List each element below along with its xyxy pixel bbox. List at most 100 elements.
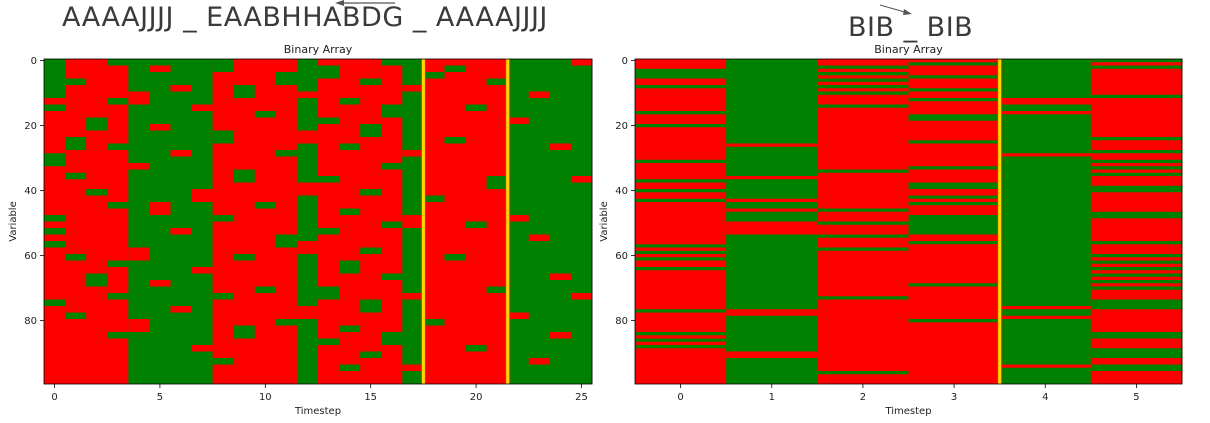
cell-run-14-1 [339, 143, 361, 150]
cell-run-10-1 [254, 202, 277, 209]
x-tick-label-5: 5 [1133, 392, 1139, 403]
cell-run-13-2 [318, 176, 340, 183]
plot-frame [634, 58, 1183, 385]
cell-run-4-4 [999, 315, 1092, 319]
cell-run-3-1 [908, 75, 1001, 79]
cell-column-3 [107, 59, 129, 384]
cell-run-2-7 [817, 208, 909, 212]
cell-run-18-2 [423, 319, 445, 326]
cell-run-4-3 [128, 319, 150, 332]
cell-run-16-2 [381, 163, 403, 170]
x-axis-label: Timestep [294, 406, 341, 417]
cell-run-5-15 [1090, 280, 1183, 284]
x-tick-label-10: 10 [259, 392, 272, 403]
cell-run-3-3 [107, 202, 129, 209]
cell-column-13 [318, 59, 340, 384]
chart-title: Binary Array [284, 43, 353, 56]
x-tick-label-25: 25 [575, 392, 588, 403]
cell-run-0-4 [44, 228, 66, 235]
cell-run-1-2 [65, 172, 87, 180]
cell-run-4-0 [999, 98, 1092, 105]
cell-column-7 [191, 59, 214, 384]
cell-run-2-2 [817, 78, 909, 82]
cell-run-5-8 [1090, 185, 1183, 193]
cell-run-16-5 [381, 332, 403, 345]
cell-run-3-12 [908, 283, 1001, 287]
cell-run-3-10 [908, 215, 1001, 235]
cell-run-16-1 [381, 104, 403, 118]
cell-run-5-4 [1090, 150, 1183, 154]
cell-run-14-2 [339, 208, 361, 215]
cell-run-9-2 [233, 254, 256, 261]
cell-run-17-2 [402, 215, 424, 228]
cell-run-3-5 [107, 293, 129, 300]
cell-run-1-5 [726, 309, 818, 316]
cell-run-3-6 [107, 332, 129, 339]
cell-run-1-4 [65, 312, 87, 319]
chart-title: Binary Array [874, 43, 943, 56]
y-tick-label-40: 40 [24, 186, 37, 197]
y-tick-label-80: 80 [615, 316, 628, 327]
bottom-crop-strip [0, 418, 1210, 423]
cell-run-1-0 [726, 143, 818, 147]
cell-run-1-0 [65, 78, 87, 85]
x-tick-label-4: 4 [1042, 392, 1048, 403]
cell-run-12-1 [296, 130, 319, 144]
cell-run-0-0 [635, 68, 727, 79]
cell-run-2-3 [817, 85, 909, 89]
x-tick-label-1: 1 [769, 392, 775, 403]
cell-run-5-10 [1090, 241, 1183, 245]
cell-run-21-2 [486, 286, 509, 293]
cell-run-11-3 [275, 319, 298, 326]
cell-run-2-6 [817, 169, 909, 173]
cell-run-1-6 [726, 351, 818, 358]
cell-run-14-4 [339, 325, 361, 332]
cell-run-13-4 [318, 286, 340, 300]
cell-run-5-2 [1090, 94, 1183, 98]
cell-run-22-2 [507, 312, 530, 319]
cell-run-6-1 [170, 150, 192, 157]
cell-run-3-13 [908, 319, 1001, 323]
x-tick-label-3: 3 [951, 392, 957, 403]
cell-run-15-3 [360, 247, 382, 254]
cell-run-2-1 [817, 72, 909, 76]
cell-run-2-0 [817, 65, 909, 69]
annotation-arrow-right [879, 4, 912, 15]
cell-run-0-6 [635, 189, 727, 193]
cell-run-19-1 [444, 137, 466, 144]
separator-line-1 [506, 59, 510, 384]
cell-run-5-3 [149, 280, 171, 287]
left-heading: AAAAJJJJ _ EAABHHABDG _ AAAAJJJJ [62, 2, 548, 33]
cell-column-19 [444, 59, 466, 384]
cell-run-3-6 [908, 166, 1001, 170]
y-tick-label-20: 20 [615, 121, 628, 132]
cell-run-22-0 [507, 117, 530, 124]
cell-run-5-13 [1090, 267, 1183, 271]
cell-column-14 [339, 59, 361, 384]
cell-run-8-3 [212, 293, 235, 300]
cell-run-12-4 [296, 306, 319, 319]
cell-column-11 [275, 59, 298, 384]
cell-run-23-1 [528, 234, 551, 241]
x-tick-label-2: 2 [860, 392, 866, 403]
cell-column-1 [65, 59, 87, 384]
cell-run-14-5 [339, 364, 361, 371]
cell-column-5 [1090, 59, 1183, 384]
cell-column-10 [254, 59, 277, 384]
cell-run-13-0 [318, 65, 340, 79]
cell-run-25-1 [570, 176, 593, 183]
cell-run-6-2 [170, 228, 192, 235]
cell-run-9-0 [233, 85, 256, 98]
cell-run-0-13 [635, 332, 727, 336]
cell-run-2-11 [817, 296, 909, 300]
x-tick-label-15: 15 [364, 392, 377, 403]
chart-left: Binary Array 0 5 10 15 20 25 0 20 40 60 80 Timestep V… [8, 43, 593, 417]
cell-run-19-2 [444, 254, 466, 261]
cell-run-10-0 [254, 111, 277, 118]
cell-run-0-6 [44, 299, 66, 306]
cell-run-0-10 [635, 257, 727, 261]
cell-run-17-1 [402, 150, 424, 157]
cell-run-16-0 [381, 59, 403, 66]
cell-run-1-1 [726, 176, 818, 180]
